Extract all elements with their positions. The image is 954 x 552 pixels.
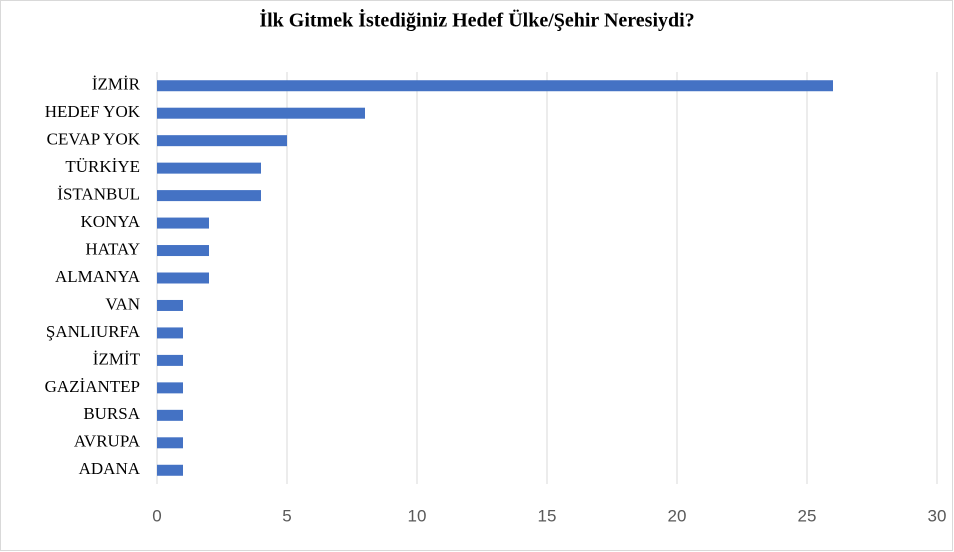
- y-tick-label: KONYA: [81, 212, 141, 231]
- y-tick-label: TÜRKİYE: [65, 157, 140, 176]
- bar: [157, 354, 183, 366]
- x-tick-label: 0: [152, 506, 161, 525]
- y-tick-label: VAN: [105, 294, 140, 313]
- bar: [157, 80, 833, 92]
- bar: [157, 107, 365, 119]
- bar: [157, 190, 261, 202]
- y-tick-label: HEDEF YOK: [45, 102, 141, 121]
- bar: [157, 135, 287, 147]
- bar: [157, 327, 183, 339]
- y-tick-label: ŞANLIURFA: [46, 322, 141, 341]
- y-tick-label: ALMANYA: [55, 267, 141, 286]
- y-tick-label: GAZİANTEP: [45, 377, 140, 396]
- y-tick-label: AVRUPA: [74, 432, 141, 451]
- bar: [157, 245, 209, 257]
- chart-title: İlk Gitmek İstediğiniz Hedef Ülke/Şehir …: [259, 8, 694, 32]
- y-tick-label: İZMİR: [92, 75, 141, 94]
- y-tick-label: ADANA: [79, 459, 141, 478]
- y-tick-label: HATAY: [85, 239, 140, 258]
- bar: [157, 409, 183, 421]
- x-tick-label: 20: [668, 506, 687, 525]
- y-tick-label: CEVAP YOK: [47, 130, 141, 149]
- x-tick-label: 25: [798, 506, 817, 525]
- bar: [157, 437, 183, 449]
- x-tick-label: 10: [408, 506, 427, 525]
- y-tick-label: İZMİT: [93, 349, 141, 368]
- bar: [157, 272, 209, 284]
- y-tick-label: İSTANBUL: [57, 185, 140, 204]
- bar: [157, 162, 261, 174]
- x-tick-label: 5: [282, 506, 291, 525]
- bar: [157, 464, 183, 476]
- bar: [157, 217, 209, 229]
- y-tick-label: BURSA: [83, 404, 140, 423]
- x-tick-label: 15: [538, 506, 557, 525]
- bar: [157, 299, 183, 311]
- x-tick-label: 30: [928, 506, 947, 525]
- bar: [157, 382, 183, 394]
